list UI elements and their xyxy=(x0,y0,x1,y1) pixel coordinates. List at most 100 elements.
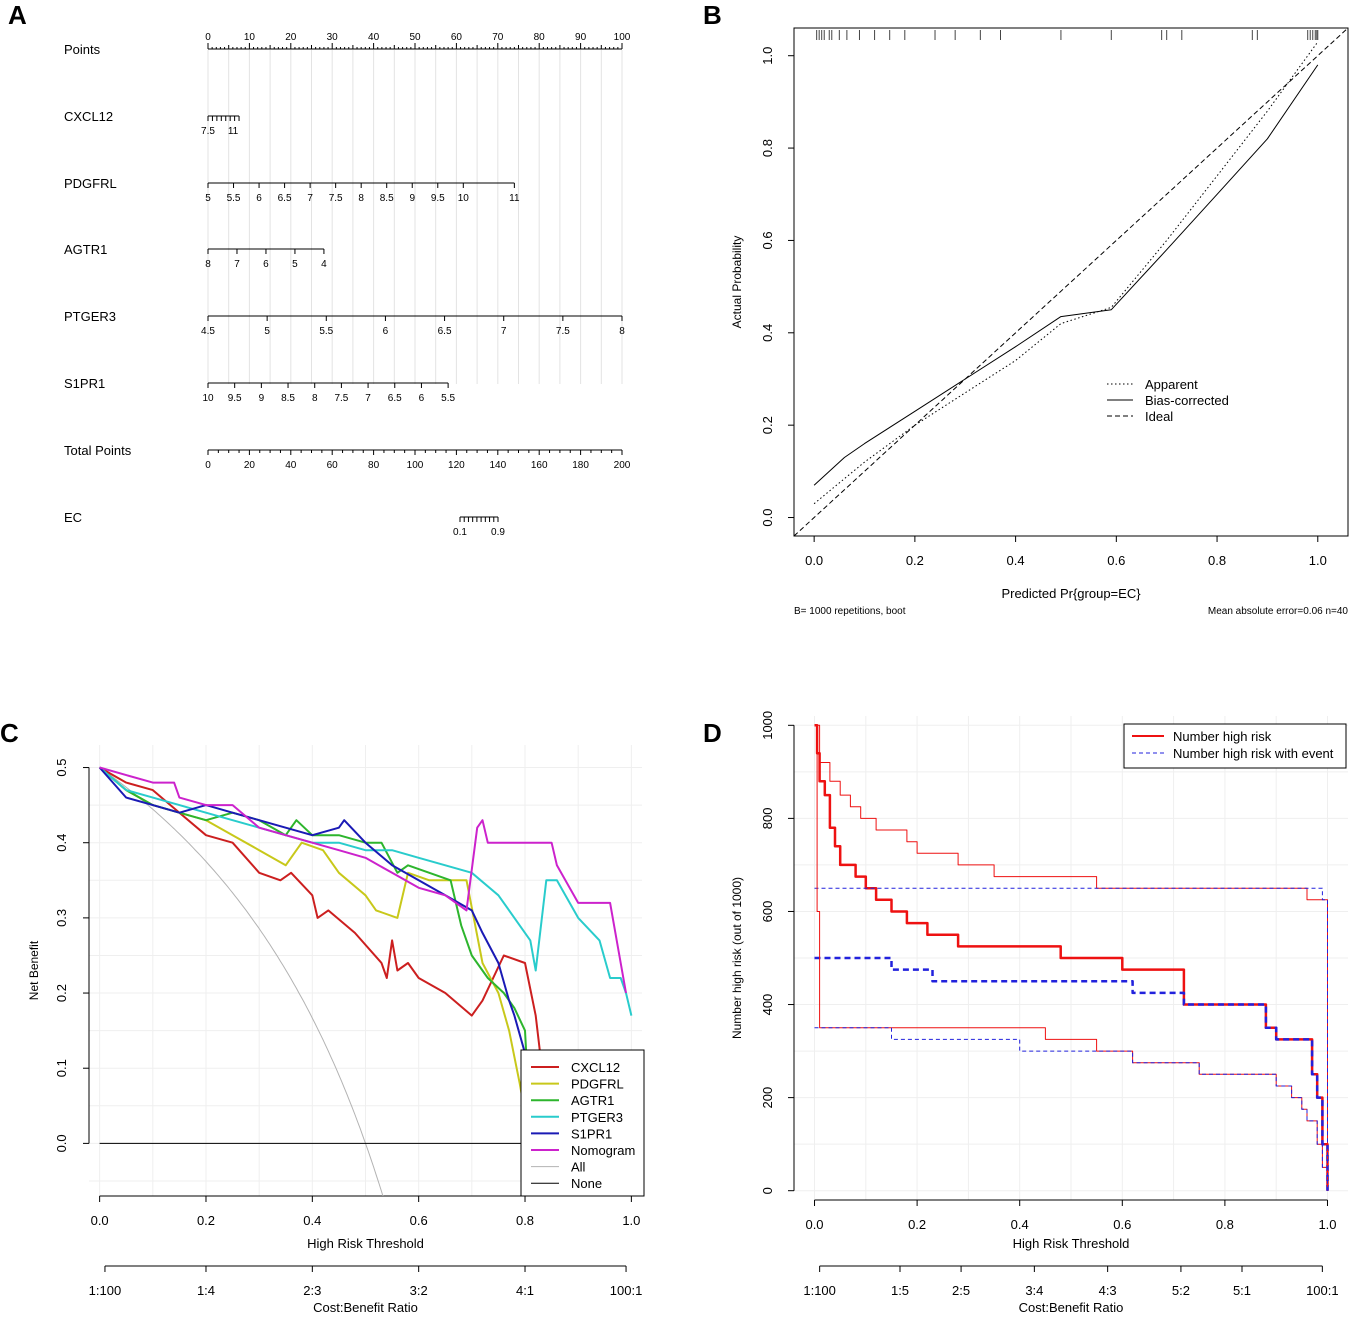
x-tick-label: 0.6 xyxy=(1107,553,1125,568)
y-tick-label: 0.6 xyxy=(760,231,775,249)
scale-label-agtr1: AGTR1 xyxy=(64,242,107,257)
scale-tick-label: 11 xyxy=(509,193,520,204)
x-tick-label: 0.8 xyxy=(1208,553,1226,568)
scale-tick-label: 9.5 xyxy=(431,193,445,204)
scale-tick-label: 140 xyxy=(489,460,506,471)
cost-benefit-label: Cost:Benefit Ratio xyxy=(1019,1300,1124,1315)
cost-benefit-tick-label: 1:100 xyxy=(89,1283,122,1298)
legend-entry-agtr1: AGTR1 xyxy=(571,1093,614,1108)
series-agtr1 xyxy=(98,766,532,1129)
y-tick-label: 0.1 xyxy=(54,1059,69,1077)
y-tick-label: 1000 xyxy=(760,711,775,740)
x-tick-label: 1.0 xyxy=(1318,1217,1336,1232)
x-tick-label: 0.0 xyxy=(805,1217,823,1232)
series-number-high-risk-with-event xyxy=(814,956,1329,1191)
scale-tick-label: 100 xyxy=(407,460,424,471)
y-axis-label: Actual Probability xyxy=(730,236,744,329)
scale-tick-label: 9.5 xyxy=(228,393,242,404)
scale-tick-label: 60 xyxy=(451,32,463,43)
panel-label-d: D xyxy=(703,718,722,748)
scale-tick-label: 60 xyxy=(327,460,339,471)
cost-benefit-tick-label: 4:3 xyxy=(1099,1283,1117,1298)
scale-tick-label: 5 xyxy=(292,259,298,270)
scale-tick-label: 0 xyxy=(205,460,211,471)
legend-entry-none: None xyxy=(571,1176,602,1191)
x-tick-label: 0.4 xyxy=(1011,1217,1029,1232)
legend-entry-all: All xyxy=(571,1160,586,1175)
x-tick-label: 0.6 xyxy=(410,1213,428,1228)
scale-tick-label: 7.5 xyxy=(329,193,343,204)
y-tick-label: 1.0 xyxy=(760,47,775,65)
cost-benefit-tick-label: 5:2 xyxy=(1172,1283,1190,1298)
series-ptger3 xyxy=(98,766,633,1016)
y-tick-label: 600 xyxy=(760,901,775,923)
x-tick-label: 1.0 xyxy=(1309,553,1327,568)
scale-tick-label: 7 xyxy=(307,193,313,204)
scale-tick-label: 9 xyxy=(259,393,265,404)
panel-d-clinical-impact-curve: D 0.0 0.2 0.4 0.6 0.8 1.0 0 200 400 600 800 1000 High… xyxy=(703,711,1348,1315)
x-tick-label: 0.8 xyxy=(1216,1217,1234,1232)
cost-benefit-tick-label: 1:5 xyxy=(891,1283,909,1298)
x-tick-label: 0.0 xyxy=(805,553,823,568)
x-tick-label: 0.4 xyxy=(303,1213,321,1228)
scale-tick-label: 6.5 xyxy=(278,193,292,204)
scale-tick-label: 8 xyxy=(619,326,625,337)
cost-benefit-tick-label: 100:1 xyxy=(1306,1283,1339,1298)
scale-label-cxcl12: CXCL12 xyxy=(64,109,113,124)
legend-entry-number-high-risk-with-event: Number high risk with event xyxy=(1173,746,1334,761)
y-tick-label: 800 xyxy=(760,808,775,830)
scale-tick-label: 11 xyxy=(228,126,239,137)
scale-tick-label: 5 xyxy=(205,193,211,204)
scale-label-points: Points xyxy=(64,42,101,57)
scale-tick-label: 30 xyxy=(327,32,339,43)
scale-label-pdgfrl: PDGFRL xyxy=(64,176,117,191)
scale-tick-label: 8.5 xyxy=(281,393,295,404)
x-tick-label: 1.0 xyxy=(622,1213,640,1228)
scale-tick-label: 120 xyxy=(448,460,465,471)
y-tick-label: 0.0 xyxy=(760,508,775,526)
scale-tick-label: 10 xyxy=(202,393,214,404)
y-tick-label: 0.2 xyxy=(54,984,69,1002)
x-axis-label: High Risk Threshold xyxy=(1013,1236,1130,1251)
cost-benefit-tick-label: 4:1 xyxy=(516,1283,534,1298)
x-axis-label: Predicted Pr{group=EC} xyxy=(1001,586,1141,601)
x-tick-label: 0.6 xyxy=(1113,1217,1131,1232)
scale-tick-label: 7.5 xyxy=(334,393,348,404)
panel-label-a: A xyxy=(8,0,27,30)
panel-b-calibration-plot: B 0.0 0.2 0.4 0.6 0.8 1.0 0.0 0.2 0.4 0.6 0.8 1.0 Pre… xyxy=(703,0,1349,617)
scale-tick-label: 80 xyxy=(534,32,546,43)
scale-tick-label: 7 xyxy=(501,326,507,337)
y-axis-label: Number high risk (out of 1000) xyxy=(730,877,744,1039)
panel-c-decision-curve: C 0.0 0.2 0.4 0.6 0.8 1.0 0.0 0.1 0.2 0.3 0.4 0.5 Hig… xyxy=(0,718,645,1315)
scale-tick-label: 5.5 xyxy=(319,326,333,337)
y-tick-label: 400 xyxy=(760,994,775,1016)
cost-benefit-tick-label: 3:4 xyxy=(1025,1283,1043,1298)
scale-tick-label: 5.5 xyxy=(441,393,455,404)
legend-entry-bias-corrected: Bias-corrected xyxy=(1145,393,1229,408)
scale-tick-label: 7 xyxy=(365,393,371,404)
series-all xyxy=(99,767,384,1196)
scale-tick-label: 8 xyxy=(358,193,364,204)
x-tick-label: 0.2 xyxy=(908,1217,926,1232)
series-apparent xyxy=(813,41,1319,505)
scale-tick-label: 8 xyxy=(205,259,211,270)
series-bias-corrected xyxy=(813,64,1319,486)
x-axis-label: High Risk Threshold xyxy=(307,1236,424,1251)
x-tick-label: 0.2 xyxy=(906,553,924,568)
scale-tick-label: 7.5 xyxy=(201,126,215,137)
scale-tick-label: 6.5 xyxy=(438,326,452,337)
y-tick-label: 0.0 xyxy=(54,1134,69,1152)
scale-tick-label: 6 xyxy=(419,393,425,404)
legend-box xyxy=(1123,723,1347,769)
scale-tick-label: 20 xyxy=(285,32,297,43)
cost-benefit-label: Cost:Benefit Ratio xyxy=(313,1300,418,1315)
scale-tick-label: 8.5 xyxy=(380,193,394,204)
scale-tick-label: 0.9 xyxy=(491,527,505,538)
scale-tick-label: 180 xyxy=(572,460,589,471)
scale-tick-label: 200 xyxy=(614,460,631,471)
scale-tick-label: 7.5 xyxy=(556,326,570,337)
cost-benefit-tick-label: 100:1 xyxy=(610,1283,643,1298)
scale-tick-label: 20 xyxy=(244,460,256,471)
legend-entry-s1pr1: S1PR1 xyxy=(571,1126,612,1141)
